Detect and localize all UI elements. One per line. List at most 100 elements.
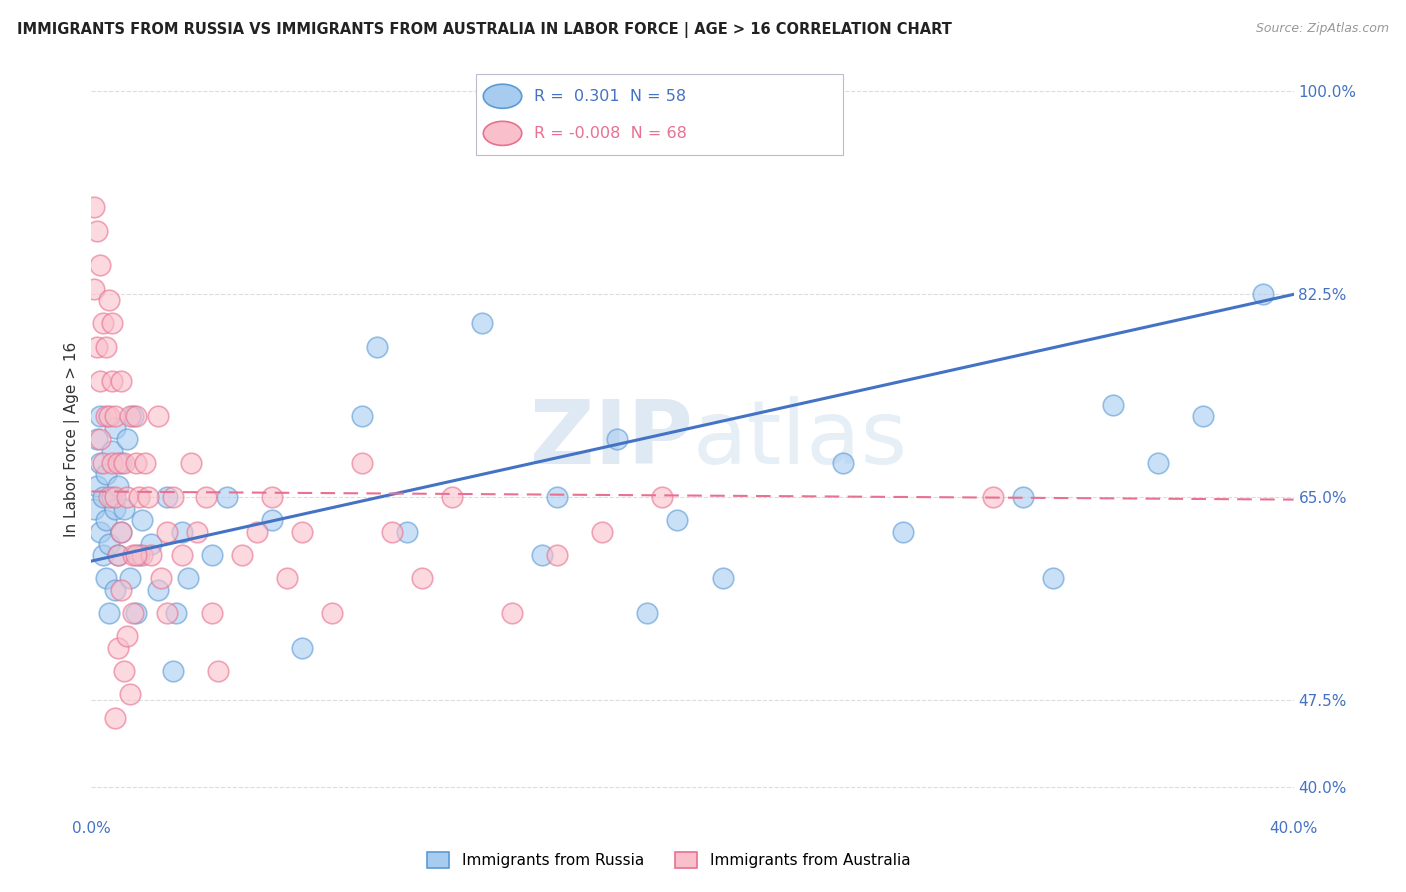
Point: [98, 491, 121, 505]
Point: [89, 259, 111, 273]
Point: [93, 455, 115, 469]
Point: [155, 525, 177, 540]
Point: [93, 549, 115, 563]
Point: [86, 224, 108, 238]
Point: [350, 455, 373, 469]
Point: [531, 549, 554, 563]
Y-axis label: In Labor Force | Age > 16: In Labor Force | Age > 16: [65, 342, 80, 537]
Point: [165, 607, 187, 621]
Point: [201, 549, 224, 563]
Legend: Immigrants from Russia, Immigrants from Australia: Immigrants from Russia, Immigrants from …: [415, 839, 922, 880]
Point: [107, 478, 129, 492]
Point: [170, 525, 193, 540]
Point: [83, 201, 105, 215]
Point: [381, 525, 404, 540]
Point: [96, 514, 118, 528]
Point: [636, 607, 658, 621]
Point: [107, 549, 129, 563]
Point: [120, 409, 142, 424]
Point: [98, 607, 121, 621]
Point: [131, 514, 153, 528]
Point: [128, 549, 150, 563]
Point: [122, 409, 145, 424]
Point: [125, 409, 148, 424]
Point: [141, 549, 163, 563]
Point: [101, 455, 124, 469]
Point: [110, 525, 132, 540]
Point: [471, 317, 494, 331]
Point: [104, 711, 127, 725]
Text: ZIP: ZIP: [530, 396, 692, 483]
Circle shape: [484, 84, 522, 108]
Point: [194, 491, 217, 505]
Text: IMMIGRANTS FROM RUSSIA VS IMMIGRANTS FROM AUSTRALIA IN LABOR FORCE | AGE > 16 CO: IMMIGRANTS FROM RUSSIA VS IMMIGRANTS FRO…: [17, 22, 952, 38]
Point: [395, 525, 418, 540]
Point: [1147, 455, 1170, 469]
Point: [101, 491, 124, 505]
Point: [101, 444, 124, 458]
Point: [180, 455, 202, 469]
Point: [138, 491, 160, 505]
Point: [110, 583, 132, 598]
Point: [350, 409, 373, 424]
Point: [104, 501, 127, 516]
Point: [89, 455, 111, 469]
Point: [215, 491, 238, 505]
Point: [176, 572, 198, 586]
Point: [101, 317, 124, 331]
Point: [170, 549, 193, 563]
Point: [114, 455, 136, 469]
Point: [1192, 409, 1215, 424]
Point: [891, 525, 914, 540]
Point: [155, 491, 177, 505]
Point: [86, 478, 108, 492]
Point: [83, 282, 105, 296]
Point: [104, 491, 127, 505]
Point: [104, 409, 127, 424]
Point: [291, 525, 314, 540]
Point: [110, 375, 132, 389]
Point: [131, 549, 153, 563]
Point: [98, 293, 121, 308]
Text: R =  0.301  N = 58: R = 0.301 N = 58: [534, 89, 686, 103]
Point: [1012, 491, 1035, 505]
Point: [260, 491, 283, 505]
Point: [117, 630, 139, 644]
Point: [98, 409, 121, 424]
Point: [201, 607, 224, 621]
Point: [141, 537, 163, 551]
Point: [110, 455, 132, 469]
Point: [89, 409, 111, 424]
Point: [162, 491, 184, 505]
Point: [146, 583, 169, 598]
Point: [162, 665, 184, 679]
Point: [155, 607, 177, 621]
Point: [546, 491, 568, 505]
Point: [125, 549, 148, 563]
Point: [114, 501, 136, 516]
Point: [104, 421, 127, 435]
Point: [831, 455, 853, 469]
Point: [207, 665, 229, 679]
Point: [83, 501, 105, 516]
Point: [149, 572, 172, 586]
Point: [89, 525, 111, 540]
Point: [651, 491, 673, 505]
Circle shape: [484, 121, 522, 145]
Point: [86, 433, 108, 447]
Point: [122, 549, 145, 563]
Point: [93, 317, 115, 331]
Point: [96, 340, 118, 354]
Point: [128, 491, 150, 505]
Point: [260, 514, 283, 528]
Point: [276, 572, 298, 586]
Point: [114, 665, 136, 679]
Point: [366, 340, 388, 354]
Point: [101, 375, 124, 389]
Point: [89, 433, 111, 447]
FancyBboxPatch shape: [477, 75, 842, 155]
Point: [321, 607, 343, 621]
Point: [96, 409, 118, 424]
Point: [1102, 398, 1125, 412]
Point: [110, 525, 132, 540]
